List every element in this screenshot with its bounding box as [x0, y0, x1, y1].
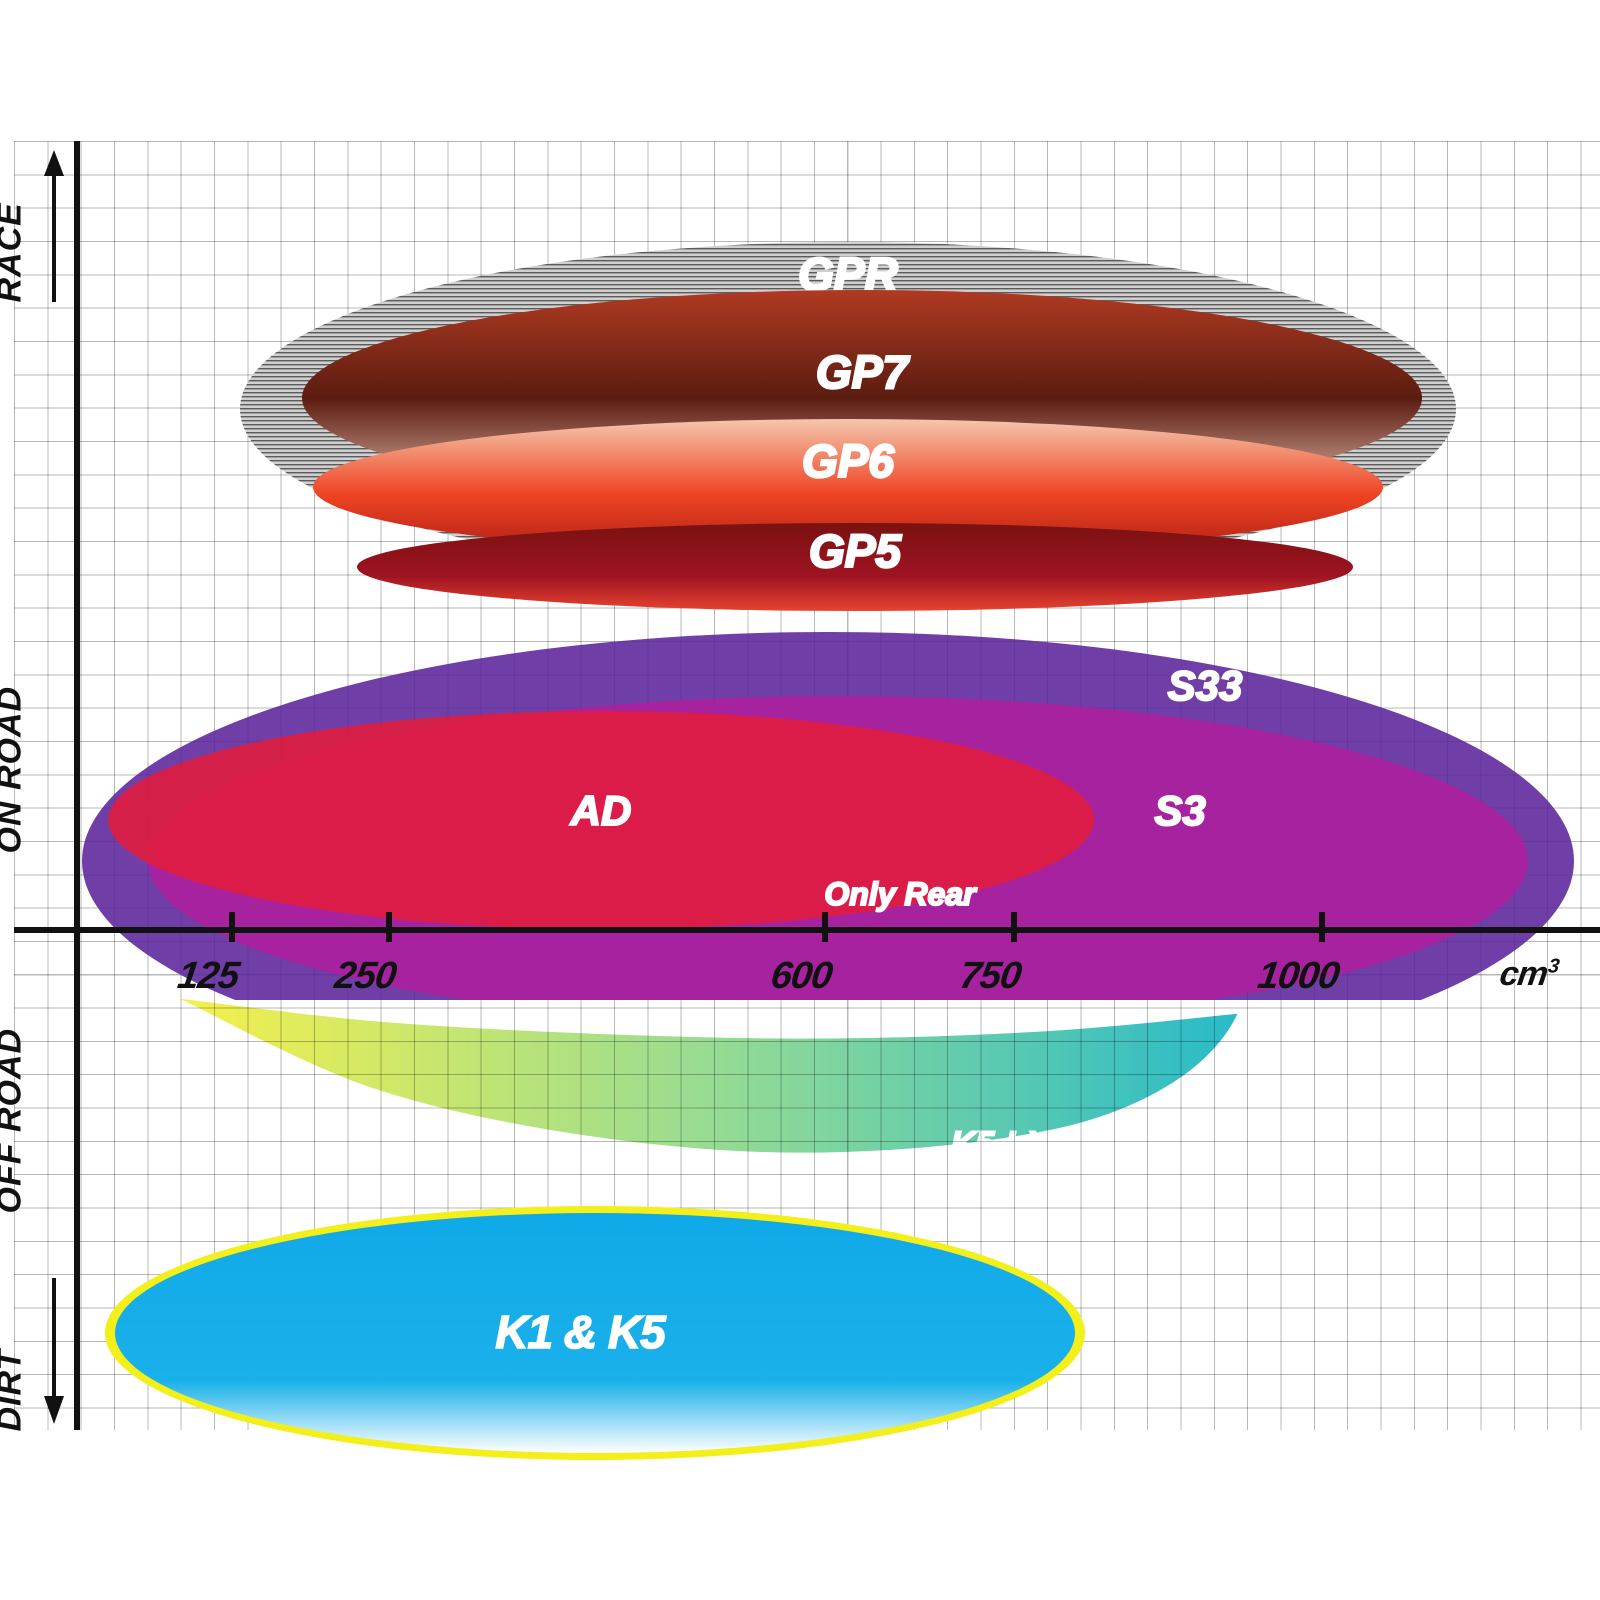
svg-text:K1 & K5: K1 & K5 — [495, 1306, 667, 1358]
